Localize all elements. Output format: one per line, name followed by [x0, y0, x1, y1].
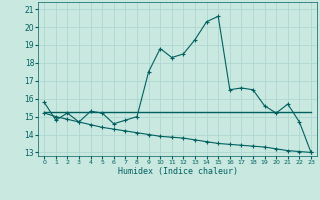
X-axis label: Humidex (Indice chaleur): Humidex (Indice chaleur)	[118, 167, 238, 176]
